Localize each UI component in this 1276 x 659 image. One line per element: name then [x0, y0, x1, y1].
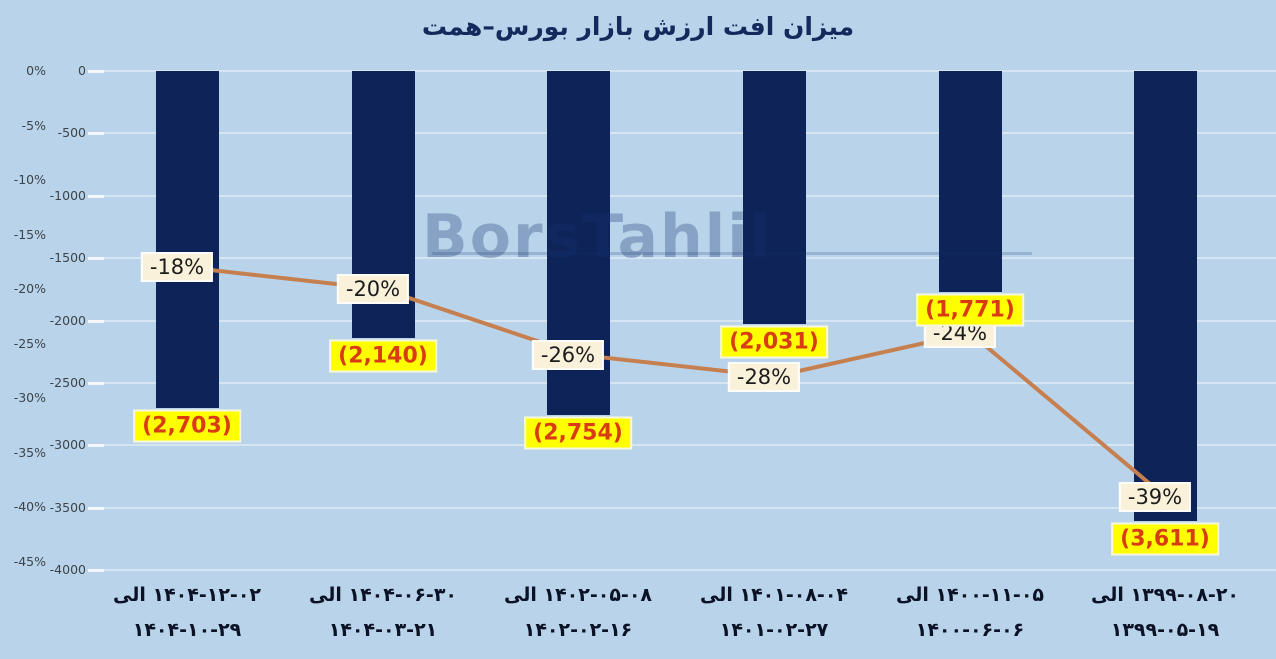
line-percent-label: -39%: [1118, 481, 1192, 512]
gridline: [88, 319, 1276, 322]
category-date-from: ۱۴۰۴-۱۰-۲۹: [132, 619, 242, 641]
x-axis-category-label: ۱۳۹۹-۰۸-۲۰ الی ۱۳۹۹-۰۵-۱۹: [1058, 578, 1272, 648]
bar-value-label: (1,771): [916, 293, 1024, 327]
y-axis-value-tick: -500: [57, 125, 86, 141]
bar: [155, 71, 219, 409]
y-axis-value-tick: -1500: [49, 250, 86, 266]
y-axis-percent-tick: -25%: [13, 335, 46, 351]
y-axis-percent-tick: -5%: [21, 117, 46, 133]
y-axis-percent-tick: 0%: [26, 63, 46, 78]
bar: [742, 71, 806, 325]
axis-tick-mark: [88, 569, 104, 572]
x-axis-category-label: ۱۴۰۱-۰۸-۰۴ الی ۱۴۰۱-۰۲-۲۷: [667, 578, 881, 648]
category-date-to: ۱۴۰۰-۱۱-۰۵ الی: [895, 584, 1045, 606]
gridline: [88, 70, 1276, 72]
watermark-underline: [432, 252, 1032, 255]
category-date-from: ۱۴۰۱-۰۲-۲۷: [719, 619, 829, 641]
gridline: [88, 569, 1276, 571]
y-axis-percent-tick: -15%: [13, 226, 46, 242]
axis-tick-mark: [88, 506, 104, 510]
line-percent-label: -28%: [727, 361, 801, 392]
axis-tick-mark: [88, 319, 104, 323]
chart-title: میزان افت ارزش بازار بورس–همت: [421, 12, 855, 41]
category-date-to: ۱۴۰۱-۰۸-۰۴ الی: [699, 584, 849, 606]
x-axis-category-label: ۱۴۰۰-۱۱-۰۵ الی ۱۴۰۰-۰۶-۰۶: [863, 578, 1077, 648]
line-percent-label: -18%: [140, 252, 214, 283]
axis-tick-mark: [88, 444, 104, 448]
y-axis-value-tick: -2000: [49, 312, 86, 328]
gridline: [88, 257, 1276, 260]
y-axis-value-tick: -1000: [49, 187, 86, 203]
y-axis-percent-tick: -30%: [13, 390, 46, 406]
bar-value-label: (3,611): [1111, 522, 1219, 556]
category-date-to: ۱۴۰۴-۱۲-۰۲ الی: [112, 584, 262, 606]
x-axis-category-label: ۱۴۰۲-۰۵-۰۸ الی ۱۴۰۲-۰۲-۱۶: [471, 578, 685, 648]
watermark-text: BorsTahlil: [422, 202, 773, 272]
axis-tick-mark: [88, 132, 104, 136]
bar-value-label: (2,703): [133, 409, 241, 443]
bar: [938, 71, 1002, 292]
bar: [1133, 71, 1197, 522]
y-axis-value-tick: 0: [78, 63, 86, 78]
axis-tick-mark: [88, 70, 104, 73]
y-axis-value-tick: -3000: [49, 437, 86, 453]
y-axis-percent-tick: -40%: [13, 499, 46, 515]
y-axis-percent-tick: -35%: [13, 444, 46, 460]
bar-value-label: (2,754): [524, 416, 632, 450]
bar-value-label: (2,031): [720, 325, 828, 359]
category-date-from: ۱۴۰۰-۰۶-۰۶: [915, 619, 1025, 641]
y-axis-value-tick: -2500: [49, 374, 86, 390]
axis-tick-mark: [88, 381, 104, 385]
line-percent-label: -20%: [336, 274, 410, 305]
y-axis-percent-tick: -20%: [13, 281, 46, 297]
category-date-from: ۱۴۰۴-۰۳-۲۱: [328, 619, 438, 641]
bar-value-label: (2,140): [329, 339, 437, 373]
line-percent-label: -26%: [531, 339, 605, 370]
gridline: [88, 194, 1276, 197]
gridline: [88, 132, 1276, 135]
y-axis-value-tick: -3500: [49, 499, 86, 515]
category-date-from: ۱۳۹۹-۰۵-۱۹: [1110, 619, 1220, 641]
gridline: [88, 444, 1276, 447]
category-date-to: ۱۳۹۹-۰۸-۲۰ الی: [1090, 584, 1240, 606]
x-axis-category-label: ۱۴۰۴-۱۲-۰۲ الی ۱۴۰۴-۱۰-۲۹: [80, 578, 294, 648]
gridline: [88, 506, 1276, 509]
category-date-from: ۱۴۰۲-۰۲-۱۶: [523, 619, 633, 641]
y-axis-value-tick: -4000: [49, 562, 86, 577]
y-axis-percent-tick: -45%: [13, 554, 46, 570]
x-axis-category-label: ۱۴۰۴-۰۶-۳۰ الی ۱۴۰۴-۰۳-۲۱: [276, 578, 490, 648]
category-date-to: ۱۴۰۲-۰۵-۰۸ الی: [503, 584, 653, 606]
category-date-to: ۱۴۰۴-۰۶-۳۰ الی: [308, 584, 458, 606]
gridline: [88, 381, 1276, 384]
axis-tick-mark: [88, 257, 104, 261]
y-axis-percent-tick: -10%: [13, 172, 46, 188]
axis-tick-mark: [88, 194, 104, 198]
